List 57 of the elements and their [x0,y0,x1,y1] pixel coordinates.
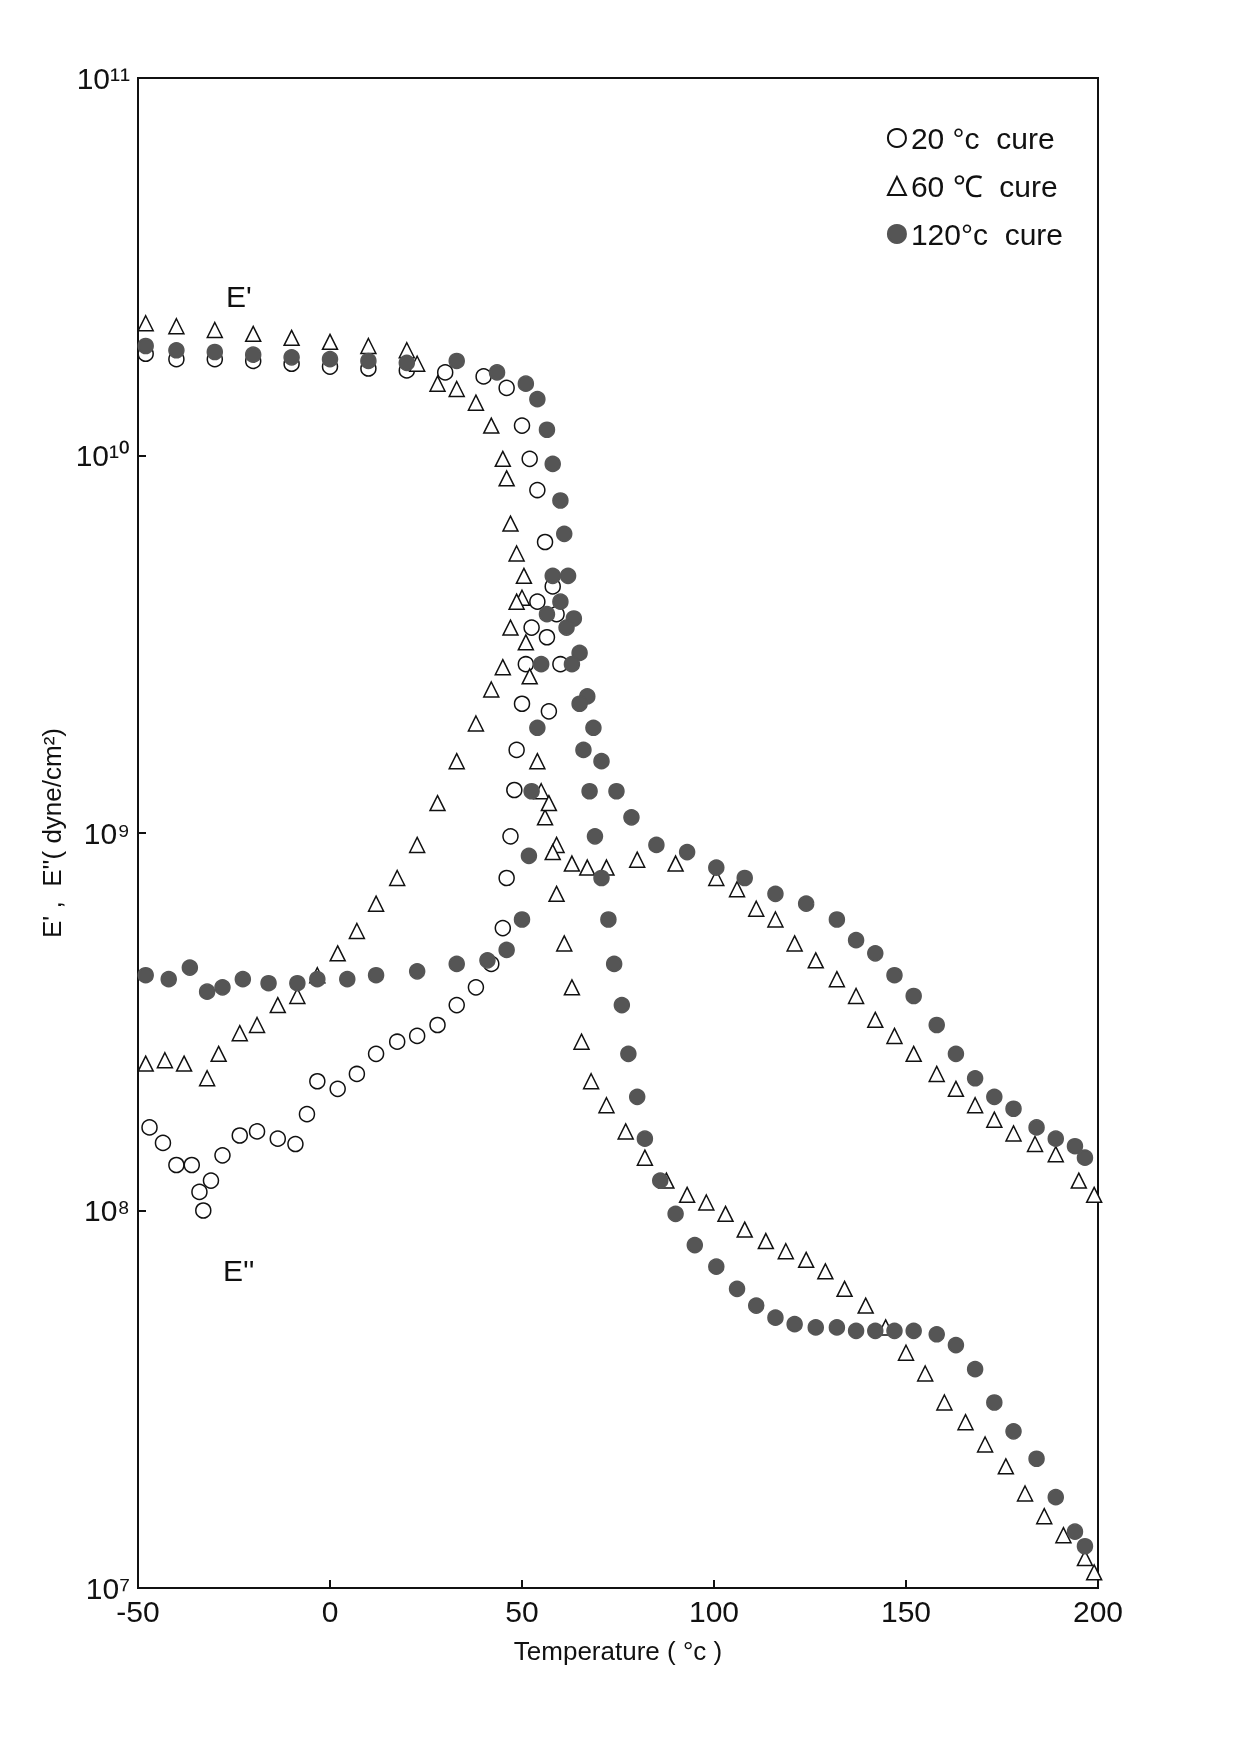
point [513,417,531,434]
point [202,1172,220,1189]
point [536,533,554,551]
point [183,1156,201,1174]
point [168,1156,185,1174]
point [513,695,531,712]
point [498,869,515,887]
point [529,593,546,610]
x-tick-label: 50 [505,1594,539,1628]
annotation: E'' [223,1254,255,1288]
y-axis-title: E' , E''( dyne/cm²) [36,728,67,938]
point [498,379,515,397]
y-tick-label: 10¹¹ [76,61,130,95]
y-tick-label: 10¹⁰ [75,439,130,472]
point [191,1183,208,1201]
point [436,364,454,381]
annotation: E' [225,280,252,314]
point [540,703,558,720]
legend-label: 20 °c cure [910,121,1055,155]
point [329,1080,346,1098]
x-tick-label: 200 [1072,1594,1124,1628]
y-tick-label: 10⁸ [83,1194,130,1227]
point [388,1033,406,1050]
point [154,1134,172,1152]
point [298,1105,316,1123]
point [467,979,485,996]
point [475,368,492,385]
x-tick-label: -50 [116,1594,160,1628]
point [538,629,556,646]
x-axis-title: Temperature ( °c ) [513,1636,723,1666]
point [408,1027,426,1045]
point [214,1147,231,1164]
point [517,655,535,673]
point [348,1065,366,1083]
point [529,481,546,499]
point [506,781,523,799]
point [521,450,538,468]
point [141,1119,158,1136]
point [367,1045,385,1063]
point [448,996,465,1014]
point [508,741,525,759]
legend-label: 60 ℃ cure [910,169,1058,203]
point [309,1072,326,1090]
point [287,1135,304,1153]
point [429,1016,446,1034]
y-tick-label: 10⁹ [83,816,130,850]
point [195,1202,212,1219]
legend-label: 120°c cure [910,217,1064,251]
point [248,1123,266,1140]
point [269,1130,287,1147]
point [494,919,512,937]
x-tick-label: 100 [688,1594,740,1628]
point [231,1127,249,1144]
point [502,828,519,845]
x-tick-label: 0 [321,1594,339,1628]
x-tick-label: 150 [880,1594,932,1628]
point [523,619,540,636]
